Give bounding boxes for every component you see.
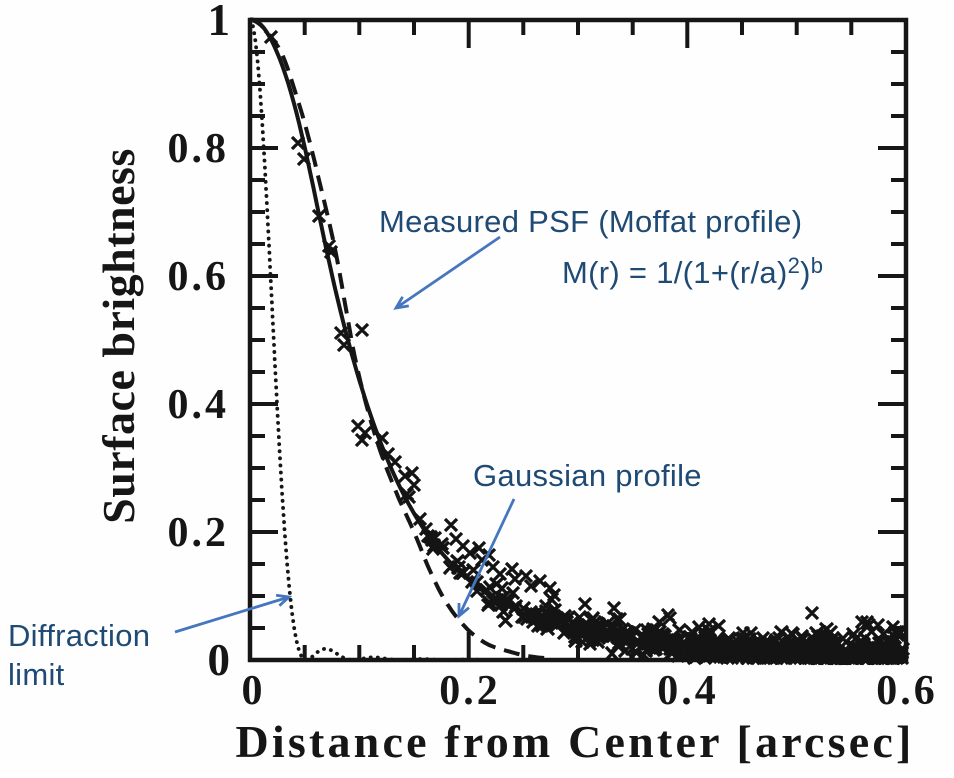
- svg-text:0.6: 0.6: [168, 254, 230, 300]
- svg-text:M(r) = 1/(1+(r/a)2)b: M(r) = 1/(1+(r/a)2)b: [562, 253, 823, 290]
- svg-text:0.2: 0.2: [168, 510, 230, 556]
- svg-text:0.8: 0.8: [168, 126, 230, 172]
- svg-text:Distance from Center [arcsec]: Distance from Center [arcsec]: [235, 716, 914, 767]
- svg-text:0.4: 0.4: [168, 382, 230, 428]
- svg-text:1: 1: [208, 0, 231, 45]
- svg-text:Surface brightness: Surface brightness: [93, 148, 144, 524]
- svg-text:0.4: 0.4: [657, 668, 719, 714]
- svg-text:Diffraction: Diffraction: [8, 618, 150, 653]
- svg-text:Measured PSF (Moffat profile): Measured PSF (Moffat profile): [379, 204, 802, 239]
- svg-text:0.6: 0.6: [876, 668, 938, 714]
- svg-text:0: 0: [208, 635, 231, 685]
- svg-text:0: 0: [242, 668, 263, 714]
- svg-text:limit: limit: [8, 657, 65, 692]
- svg-text:Gaussian profile: Gaussian profile: [473, 458, 702, 493]
- svg-text:0.2: 0.2: [439, 668, 501, 714]
